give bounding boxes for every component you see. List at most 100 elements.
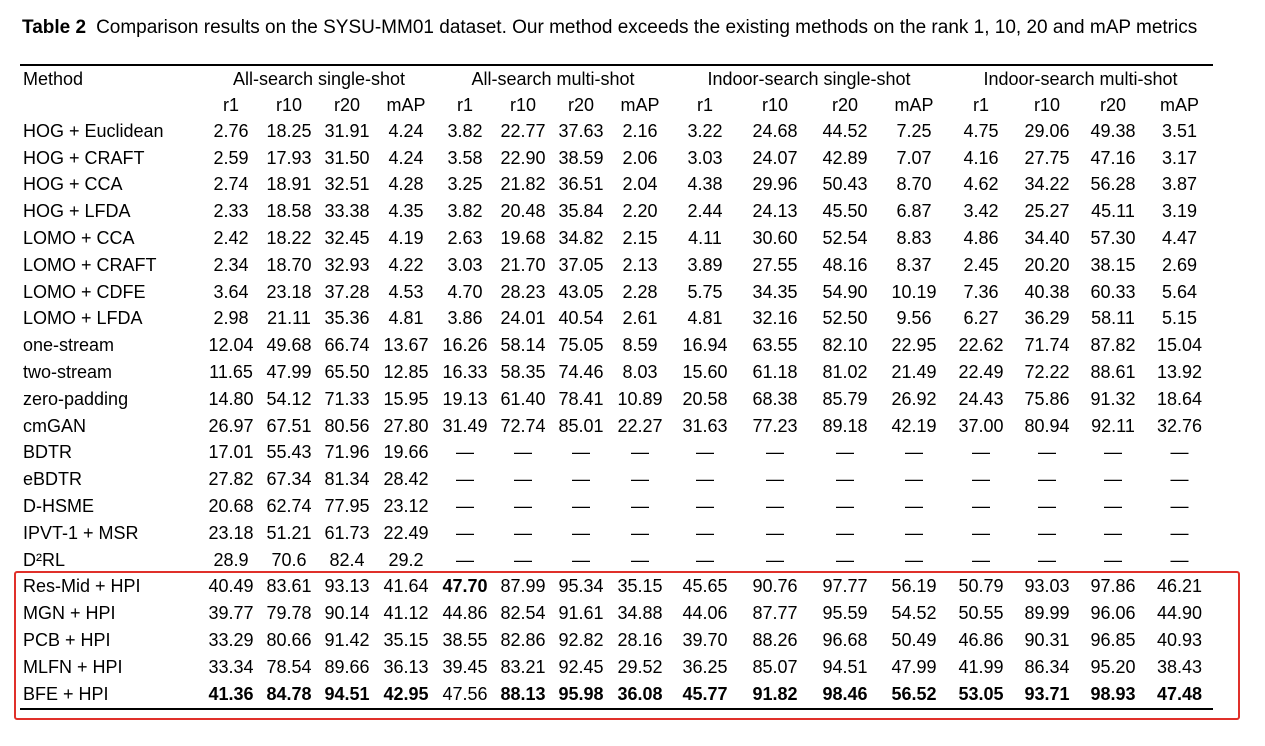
value-cell: 37.00 xyxy=(958,415,1004,436)
value-cell: 98.93 xyxy=(1080,680,1146,710)
value-cell: — xyxy=(696,496,714,517)
value-cell: 85.79 xyxy=(822,388,868,409)
value-cell: 61.18 xyxy=(752,362,798,383)
value-cell: 23.18 xyxy=(208,522,254,543)
table-body: HOG + Euclidean 2.76 18.25 31.91 4.24 3.82 22.… xyxy=(20,118,1213,574)
value-cell: 21.11 xyxy=(267,308,311,329)
value-cell: 91.82 xyxy=(740,680,810,710)
value-cell: 8.37 xyxy=(896,254,932,275)
value-cell: 34.40 xyxy=(1024,228,1070,249)
value-cell: 5.64 xyxy=(1161,281,1198,302)
value-cell: 3.03 xyxy=(687,147,723,168)
value-cell: 2.06 xyxy=(622,147,658,168)
value-cell: 7.36 xyxy=(963,281,999,302)
value-cell: — xyxy=(572,442,590,463)
caption-text: Comparison results on the SYSU-MM01 data… xyxy=(96,17,1198,38)
value-cell: 18.64 xyxy=(1156,388,1203,409)
value-cell: 2.59 xyxy=(213,147,249,168)
value-cell: 22.62 xyxy=(958,335,1004,356)
value-cell: 3.51 xyxy=(1161,120,1198,141)
value-cell: 89.66 xyxy=(324,656,370,677)
value-cell: — xyxy=(766,496,784,517)
value-cell: 33.29 xyxy=(208,630,254,651)
method-cell: LOMO + LFDA xyxy=(23,308,143,329)
value-cell: — xyxy=(572,522,590,543)
value-cell: 34.88 xyxy=(617,603,663,624)
value-cell: 10.19 xyxy=(891,281,937,302)
value-cell: — xyxy=(1170,469,1189,490)
method-cell: LOMO + CDFE xyxy=(23,281,146,302)
results-table: Method All-search single-shot All-search m… xyxy=(20,64,1213,710)
table-row: one-stream 12.04 49.68 66.74 13.67 16.26 58.14… xyxy=(20,332,1213,359)
value-cell: 35.15 xyxy=(383,630,429,651)
metric-header: r20 xyxy=(1099,94,1126,115)
value-cell: 5.75 xyxy=(687,281,723,302)
value-cell: 66.74 xyxy=(324,335,370,356)
value-cell: 32.45 xyxy=(324,228,370,249)
value-cell: — xyxy=(905,496,923,517)
value-cell: 3.17 xyxy=(1161,147,1198,168)
value-cell: 33.34 xyxy=(208,656,254,677)
value-cell: 94.51 xyxy=(318,680,376,710)
method-cell: Res-Mid + HPI xyxy=(23,576,141,597)
value-cell: 47.16 xyxy=(1090,147,1136,168)
value-cell: 4.70 xyxy=(447,281,483,302)
value-cell: 8.70 xyxy=(896,174,932,195)
value-cell: — xyxy=(1104,442,1122,463)
value-cell: — xyxy=(836,522,854,543)
value-cell: 87.99 xyxy=(500,576,546,597)
value-cell: 3.86 xyxy=(447,308,483,329)
value-cell: 2.42 xyxy=(213,228,249,249)
value-cell: 53.05 xyxy=(948,680,1014,710)
value-cell: 4.24 xyxy=(388,120,424,141)
value-cell: 46.21 xyxy=(1156,576,1203,597)
value-cell: 2.44 xyxy=(687,201,723,222)
value-cell: 22.95 xyxy=(891,335,937,356)
value-cell: 82.10 xyxy=(822,335,868,356)
value-cell: — xyxy=(631,442,649,463)
value-cell: 56.19 xyxy=(891,576,937,597)
value-cell: 3.25 xyxy=(447,174,483,195)
table-row: LOMO + CRAFT 2.34 18.70 32.93 4.22 3.03 21.70 3… xyxy=(20,252,1213,279)
value-cell: — xyxy=(836,549,854,570)
metric-header: r10 xyxy=(275,94,302,115)
value-cell: 47.70 xyxy=(442,576,488,597)
value-cell: — xyxy=(631,549,649,570)
value-cell: 41.99 xyxy=(958,656,1004,677)
value-cell: 18.91 xyxy=(266,174,312,195)
value-cell: 62.74 xyxy=(266,496,312,517)
method-cell: HOG + LFDA xyxy=(23,201,131,222)
value-cell: 39.77 xyxy=(208,603,254,624)
value-cell: 20.58 xyxy=(682,388,728,409)
value-cell: 23.18 xyxy=(266,281,312,302)
value-cell: — xyxy=(905,469,923,490)
value-cell: 4.38 xyxy=(687,174,723,195)
value-cell: 47.48 xyxy=(1146,680,1213,710)
value-cell: 42.95 xyxy=(376,680,436,710)
value-cell: 85.07 xyxy=(752,656,798,677)
value-cell: 14.80 xyxy=(208,388,254,409)
value-cell: 44.06 xyxy=(682,603,728,624)
value-cell: 67.34 xyxy=(266,469,312,490)
value-cell: — xyxy=(972,442,990,463)
value-cell: — xyxy=(766,549,784,570)
value-cell: 2.33 xyxy=(213,201,249,222)
value-cell: 3.82 xyxy=(447,201,483,222)
value-cell: 93.71 xyxy=(1014,680,1080,710)
value-cell: — xyxy=(514,442,532,463)
value-cell: 4.86 xyxy=(963,228,999,249)
table-row: cmGAN 26.97 67.51 80.56 27.80 31.49 72.74 85.01… xyxy=(20,413,1213,440)
value-cell: 7.25 xyxy=(896,120,932,141)
value-cell: — xyxy=(1170,549,1189,570)
value-cell: — xyxy=(514,549,532,570)
value-cell: 83.21 xyxy=(500,656,546,677)
spacer xyxy=(20,92,202,118)
value-cell: 97.86 xyxy=(1090,576,1136,597)
value-cell: 86.34 xyxy=(1024,656,1070,677)
value-cell: — xyxy=(836,496,854,517)
value-cell: — xyxy=(972,469,990,490)
value-cell: 92.45 xyxy=(558,656,604,677)
value-cell: 75.05 xyxy=(558,335,604,356)
metric-header: mAP xyxy=(386,94,426,115)
value-cell: 39.45 xyxy=(442,656,488,677)
